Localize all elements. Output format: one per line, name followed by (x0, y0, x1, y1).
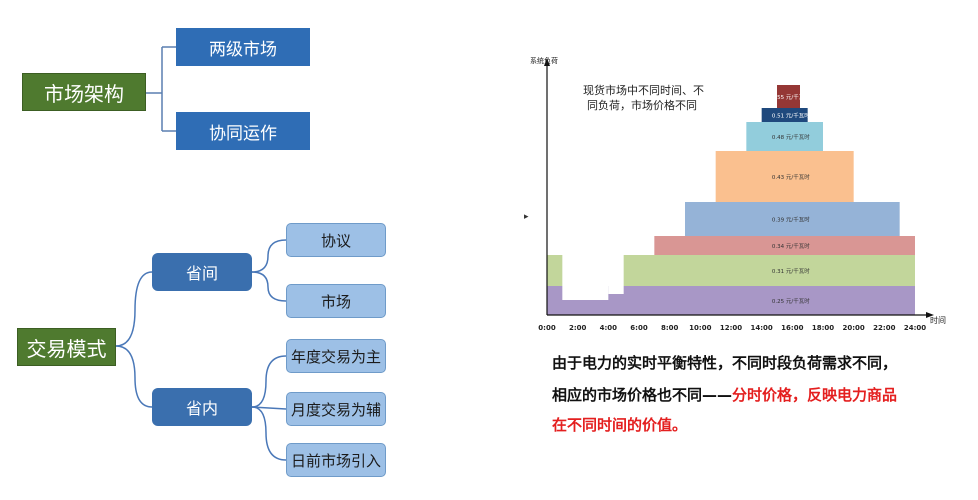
y-axis-label: 系统负荷 (530, 56, 558, 65)
caption-line3: 在不同时间的价值。 (552, 416, 688, 434)
load-price-chart: 系统负荷 时间 0:00 2:00 4:00 6:00 8:00 10:00 12:00 14… (524, 56, 946, 332)
price-layer-0 (547, 286, 915, 315)
y-axis-arrow (544, 58, 550, 66)
price-label-7: 0.55 元/千瓦时 (772, 93, 810, 101)
price-layer-7 (777, 85, 800, 108)
x-axis-label: 时间 (930, 315, 946, 325)
load-dip (608, 286, 624, 294)
x-tick-8: 16:00 (781, 324, 803, 332)
day-ahead-market-leaf: 日前市场引入 (286, 443, 386, 477)
load-dip (562, 286, 609, 300)
agreement-leaf: 协议 (286, 223, 386, 257)
x-tick-3: 6:00 (630, 324, 648, 332)
market-structure-root: 市场架构 (22, 73, 146, 111)
price-layer-1 (623, 255, 915, 286)
x-tick-labels: 0:00 2:00 4:00 6:00 8:00 10:00 12:00 14:00 16:00… (538, 324, 926, 332)
caption-line1: 由于电力的实时平衡特性，不同时段负荷需求不同， (552, 354, 898, 372)
intra-province-node: 省内 (152, 388, 252, 426)
trade-mode-root: 交易模式 (17, 328, 116, 366)
two-level-market-node: 两级市场 (176, 28, 310, 66)
price-layer-2 (654, 236, 915, 255)
x-tick-5: 10:00 (689, 324, 711, 332)
monthly-trade-leaf: 月度交易为辅 (286, 392, 386, 426)
market-leaf: 市场 (286, 284, 386, 318)
price-label-2: 0.34 元/千瓦时 (772, 242, 810, 250)
price-layer-4 (715, 151, 854, 202)
x-tick-10: 20:00 (843, 324, 865, 332)
price-labels: 0.25 元/千瓦时 0.31 元/千瓦时 0.34 元/千瓦时 0.39 元/千瓦时… (772, 93, 810, 305)
side-marker: ▸ (524, 212, 529, 222)
price-layers (547, 85, 915, 315)
caption-line2-red: 分时价格，反映电力商品 (732, 386, 898, 404)
price-layer-3 (685, 202, 900, 236)
x-axis-arrow (926, 312, 934, 318)
x-tick-6: 12:00 (720, 324, 742, 332)
x-tick-7: 14:00 (751, 324, 773, 332)
caption-line2-black: 相应的市场价格也不同—— (552, 386, 733, 404)
price-label-1: 0.31 元/千瓦时 (772, 267, 810, 275)
annotation-line1: 现货市场中不同时间、不 (583, 83, 704, 97)
x-tick-12: 24:00 (904, 324, 926, 332)
x-tick-2: 4:00 (600, 324, 618, 332)
x-tick-9: 18:00 (812, 324, 834, 332)
x-tick-4: 8:00 (661, 324, 679, 332)
coordinated-operation-node: 协同运作 (176, 112, 310, 150)
price-layer-1 (547, 255, 563, 286)
price-label-6: 0.51 元/千瓦时 (772, 112, 810, 120)
annual-trade-leaf: 年度交易为主 (286, 339, 386, 373)
price-label-5: 0.48 元/千瓦时 (772, 133, 810, 141)
price-label-3: 0.39 元/千瓦时 (772, 216, 810, 224)
annotation-line2: 同负荷，市场价格不同 (587, 98, 697, 112)
price-label-0: 0.25 元/千瓦时 (772, 297, 810, 305)
caption-line2: 相应的市场价格也不同——分时价格，反映电力商品 (552, 384, 897, 405)
inter-province-node: 省间 (152, 253, 252, 291)
x-tick-1: 2:00 (569, 324, 587, 332)
x-tick-0: 0:00 (538, 324, 556, 332)
x-tick-11: 22:00 (873, 324, 895, 332)
price-layer-5 (746, 122, 823, 151)
price-label-4: 0.43 元/千瓦时 (772, 173, 810, 181)
price-layer-6 (761, 108, 808, 122)
